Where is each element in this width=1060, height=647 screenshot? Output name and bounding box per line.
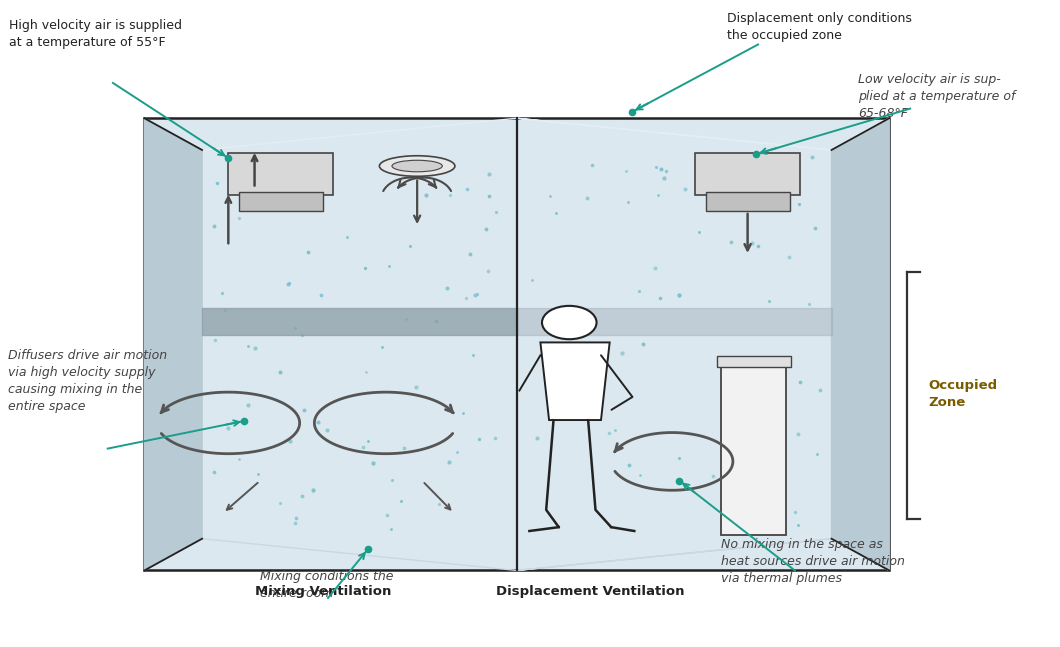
Bar <box>718 356 791 367</box>
Polygon shape <box>541 342 610 420</box>
Polygon shape <box>202 539 517 571</box>
FancyBboxPatch shape <box>228 153 333 195</box>
Polygon shape <box>202 118 517 150</box>
Circle shape <box>542 306 597 339</box>
Text: Low velocity air is sup-
plied at a temperature of
65-68°F: Low velocity air is sup- plied at a temp… <box>858 73 1015 120</box>
FancyBboxPatch shape <box>706 192 790 211</box>
Ellipse shape <box>392 160 442 172</box>
Text: Diffusers drive air motion
via high velocity supply
causing mixing in the
entire: Diffusers drive air motion via high velo… <box>8 349 167 413</box>
Bar <box>144 118 889 571</box>
Text: Displacement Ventilation: Displacement Ventilation <box>496 585 685 598</box>
Text: Displacement only conditions
the occupied zone: Displacement only conditions the occupie… <box>726 12 912 43</box>
Text: Mixing Ventilation: Mixing Ventilation <box>254 585 391 598</box>
FancyBboxPatch shape <box>695 153 800 195</box>
Polygon shape <box>144 118 202 571</box>
Polygon shape <box>831 118 889 571</box>
Text: No mixing in the space as
heat sources drive air motion
via thermal plumes: No mixing in the space as heat sources d… <box>722 538 905 586</box>
Text: High velocity air is supplied
at a temperature of 55°F: High velocity air is supplied at a tempe… <box>10 19 182 49</box>
Polygon shape <box>517 539 889 571</box>
FancyBboxPatch shape <box>238 192 322 211</box>
Polygon shape <box>517 118 889 150</box>
Bar <box>722 362 787 536</box>
Ellipse shape <box>379 156 455 176</box>
Text: Mixing conditions the
entire room: Mixing conditions the entire room <box>260 571 393 600</box>
Text: Occupied
Zone: Occupied Zone <box>929 379 997 409</box>
